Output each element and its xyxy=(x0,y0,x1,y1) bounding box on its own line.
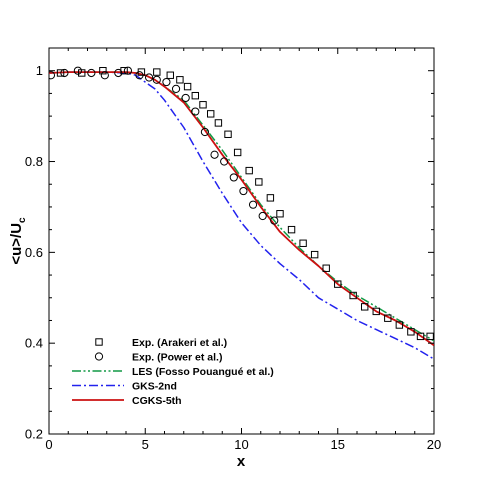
series-layer xyxy=(49,66,434,360)
data-point-circle xyxy=(135,71,144,80)
data-point-square xyxy=(191,91,200,100)
y-tick-label: 0.6 xyxy=(25,245,43,260)
data-point-circle xyxy=(49,71,56,80)
data-point-square xyxy=(276,210,284,218)
data-point-square xyxy=(407,328,415,336)
data-point-circle xyxy=(114,68,123,78)
legend-label: LES (Fosso Pouangué et al.) xyxy=(132,366,274,378)
data-point-square xyxy=(199,101,207,109)
data-point-square xyxy=(334,280,342,288)
x-tick-label: 10 xyxy=(234,437,248,452)
data-point-circle xyxy=(87,68,96,78)
data-point-square xyxy=(266,194,275,202)
series-line-les-fosso-pouangu-et-al xyxy=(49,71,434,342)
y-axis-title-subscript: c xyxy=(17,217,28,223)
legend-item: CGKS-5th xyxy=(72,395,182,407)
series-line-cgks-5th xyxy=(49,71,434,347)
data-point-square xyxy=(384,314,392,322)
data-point-square xyxy=(233,148,242,157)
y-axis-title: <u>/Uc xyxy=(8,217,28,265)
data-point-circle xyxy=(220,157,229,166)
data-point-circle xyxy=(270,216,279,225)
data-point-circle xyxy=(100,71,109,80)
data-point-square xyxy=(99,67,107,75)
x-tick-label: 0 xyxy=(45,437,52,452)
y-tick-label: 1 xyxy=(36,63,43,78)
data-point-square xyxy=(224,130,232,138)
legend-item: Exp. (Arakeri et al.) xyxy=(95,337,227,349)
data-point-circle xyxy=(200,127,210,137)
ticks-layer xyxy=(48,47,435,435)
data-point-square xyxy=(310,250,319,259)
legend-item: GKS-2nd xyxy=(72,381,177,393)
data-point-circle xyxy=(171,84,181,93)
data-point-circle xyxy=(145,73,154,82)
data-point-circle xyxy=(191,107,200,116)
data-point-square xyxy=(361,303,369,311)
data-point-circle xyxy=(162,77,171,87)
data-point-square xyxy=(372,307,380,316)
data-point-square xyxy=(426,332,434,341)
data-point-square xyxy=(214,119,223,127)
data-point-square xyxy=(287,225,296,234)
data-point-circle xyxy=(152,75,161,84)
legend-label: GKS-2nd xyxy=(132,381,177,393)
legend-marker-square xyxy=(95,338,103,346)
data-point-circle xyxy=(60,68,69,78)
x-tick-label: 5 xyxy=(142,437,149,452)
data-point-square xyxy=(299,239,307,247)
data-point-circle xyxy=(229,173,238,182)
y-axis-title-group: <u>/Uc xyxy=(8,217,28,265)
data-point-circle xyxy=(181,93,190,103)
data-point-circle xyxy=(210,150,219,159)
data-point-square xyxy=(56,69,65,77)
legend-label: Exp. (Power et al.) xyxy=(132,352,222,364)
y-tick-label: 0.8 xyxy=(25,154,43,169)
series-line-gks-2nd xyxy=(49,71,434,360)
data-point-square xyxy=(416,332,425,341)
data-point-circle xyxy=(258,211,267,221)
data-point-square xyxy=(207,110,215,118)
data-point-square xyxy=(176,76,184,84)
data-point-square xyxy=(349,291,357,300)
x-tick-label: 15 xyxy=(331,437,345,452)
legend-item: LES (Fosso Pouangué et al.) xyxy=(72,366,274,378)
data-point-circle xyxy=(248,200,258,209)
data-point-circle xyxy=(239,186,248,196)
data-point-square xyxy=(183,82,192,91)
data-point-square xyxy=(255,178,263,186)
legend-label: CGKS-5th xyxy=(132,395,182,407)
legend-item: Exp. (Power et al.) xyxy=(94,352,222,364)
y-tick-label: 0.2 xyxy=(25,427,43,442)
data-point-square xyxy=(322,264,330,272)
tick-labels: 0 5 10 15 20 0.2 0.4 0.6 0.8 1 xyxy=(25,63,441,452)
data-point-circle xyxy=(73,66,82,75)
legend-marker-circle xyxy=(94,352,104,361)
data-point-circle xyxy=(123,66,133,75)
data-point-square xyxy=(166,71,174,79)
data-point-square xyxy=(395,321,404,329)
data-point-square xyxy=(245,166,253,175)
x-axis-title: x xyxy=(237,453,246,470)
legend: Exp. (Arakeri et al.) Exp. (Power et al.)… xyxy=(72,337,274,407)
y-tick-label: 0.4 xyxy=(25,336,43,351)
x-tick-label: 20 xyxy=(427,437,441,452)
y-axis-title-main: <u>/U xyxy=(8,223,25,265)
legend-label: Exp. (Arakeri et al.) xyxy=(132,337,227,349)
data-point-square xyxy=(153,68,161,76)
